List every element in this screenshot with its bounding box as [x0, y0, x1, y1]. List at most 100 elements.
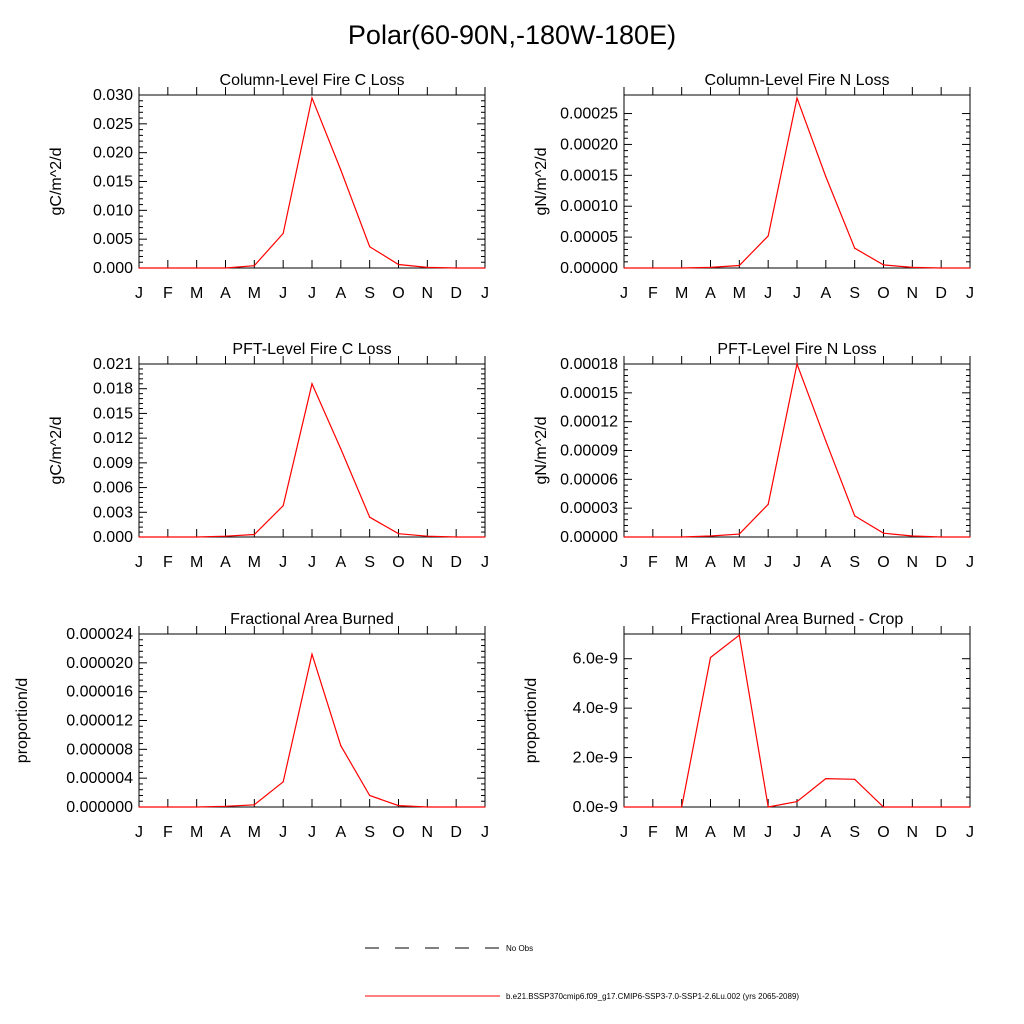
chart-panels: Column-Level Fire C Loss gC/m^2/d 0.000 0.0…	[14, 72, 974, 841]
x-tick-label: S	[364, 554, 375, 571]
x-tick-label: J	[279, 824, 287, 841]
plot-frame	[623, 94, 971, 269]
data-point	[340, 448, 342, 450]
x-tick-label: N	[907, 824, 919, 841]
data-point	[738, 264, 740, 267]
y-tick-label: 0.00005	[560, 229, 618, 246]
data-point	[455, 267, 457, 269]
x-tick-label: N	[422, 824, 434, 841]
y-tick-label: 0.012	[93, 430, 133, 447]
x-tick-label: M	[733, 285, 746, 302]
data-point	[796, 800, 798, 803]
chart-title: Fractional Area Burned	[230, 611, 394, 628]
chart-panel-4: PFT-Level Fire N Loss gN/m^2/d 0.00000 0.00…	[533, 341, 974, 571]
y-tick-label: 0.00015	[560, 385, 618, 402]
data-point	[253, 804, 255, 806]
data-point	[426, 266, 428, 269]
y-tick-label: 0.000004	[66, 770, 133, 787]
x-tick-label: J	[966, 824, 974, 841]
y-tick-label: 0.0e-9	[573, 799, 618, 816]
data-point	[311, 97, 313, 99]
data-point	[224, 267, 227, 269]
x-tick-label: M	[675, 285, 688, 302]
x-tick-label: N	[422, 285, 434, 302]
data-point	[369, 246, 371, 248]
data-point	[882, 532, 885, 534]
chart-panel-6: Fractional Area Burned - Crop proportion/…	[523, 611, 974, 841]
x-tick-label: M	[190, 824, 203, 841]
data-point	[969, 267, 971, 269]
chart-title: Fractional Area Burned - Crop	[691, 611, 904, 628]
data-point	[397, 533, 400, 535]
series-line	[139, 381, 485, 538]
x-tick-label: J	[793, 824, 801, 841]
y-tick-label: 0.003	[93, 504, 133, 521]
y-axis-label: gN/m^2/d	[533, 417, 550, 485]
x-tick-label: F	[163, 285, 173, 302]
y-tick-label: 0.015	[93, 174, 133, 191]
data-point	[397, 263, 400, 266]
data-point	[652, 267, 654, 269]
plot-frame	[138, 633, 486, 808]
data-point	[224, 535, 227, 537]
chart-panel-1: Column-Level Fire C Loss gC/m^2/d 0.000 0.0…	[48, 72, 489, 302]
x-tick-label: J	[764, 824, 772, 841]
plot-frame	[138, 94, 486, 269]
x-tick-label: O	[877, 824, 889, 841]
y-tick-label: 0.021	[93, 356, 133, 373]
y-tick-label: 0.00010	[560, 198, 618, 215]
data-point	[397, 804, 400, 807]
x-tick-label: D	[935, 824, 947, 841]
data-point	[282, 232, 284, 234]
x-tick-label: S	[364, 824, 375, 841]
data-point	[253, 265, 255, 267]
data-point	[484, 536, 486, 538]
series-line	[624, 95, 970, 269]
data-point	[882, 806, 885, 808]
x-tick-label: J	[620, 824, 628, 841]
data-point	[138, 267, 140, 269]
y-tick-label: 0.000000	[66, 799, 133, 816]
x-tick-label: M	[248, 824, 261, 841]
plot-frame	[138, 363, 486, 538]
data-point	[796, 363, 798, 365]
series-line	[624, 361, 970, 538]
data-point	[369, 516, 371, 518]
data-point	[426, 535, 428, 537]
x-tick-label: A	[335, 554, 346, 571]
data-point	[969, 806, 971, 808]
data-point	[282, 781, 284, 783]
data-point	[167, 536, 169, 538]
data-point	[484, 806, 486, 808]
y-tick-label: 0.000	[93, 529, 133, 546]
x-tick-label: J	[620, 285, 628, 302]
x-tick-label: D	[450, 285, 462, 302]
x-tick-label: F	[648, 824, 658, 841]
x-tick-label: F	[648, 554, 658, 571]
data-point	[681, 267, 683, 269]
data-point	[167, 806, 169, 808]
y-tick-label: 0.00009	[560, 443, 618, 460]
x-tick-label: D	[450, 554, 462, 571]
y-axis-label: proportion/d	[523, 678, 540, 763]
data-point	[911, 806, 913, 808]
data-point	[196, 267, 198, 269]
series-line	[139, 651, 485, 808]
chart-title: PFT-Level Fire N Loss	[717, 341, 876, 358]
data-point	[911, 535, 913, 537]
x-tick-label: M	[733, 824, 746, 841]
data-point	[767, 806, 769, 808]
x-tick-label: J	[135, 285, 143, 302]
x-tick-label: N	[422, 554, 434, 571]
y-tick-label: 0.00015	[560, 167, 618, 184]
x-tick-label: O	[392, 285, 404, 302]
y-tick-label: 0.010	[93, 202, 133, 219]
plot-frame	[623, 363, 971, 538]
y-tick-label: 0.015	[93, 405, 133, 422]
data-point	[253, 533, 255, 536]
x-tick-label: J	[966, 285, 974, 302]
y-tick-label: 0.000016	[66, 684, 133, 701]
data-point	[138, 536, 140, 538]
data-point	[282, 505, 284, 507]
